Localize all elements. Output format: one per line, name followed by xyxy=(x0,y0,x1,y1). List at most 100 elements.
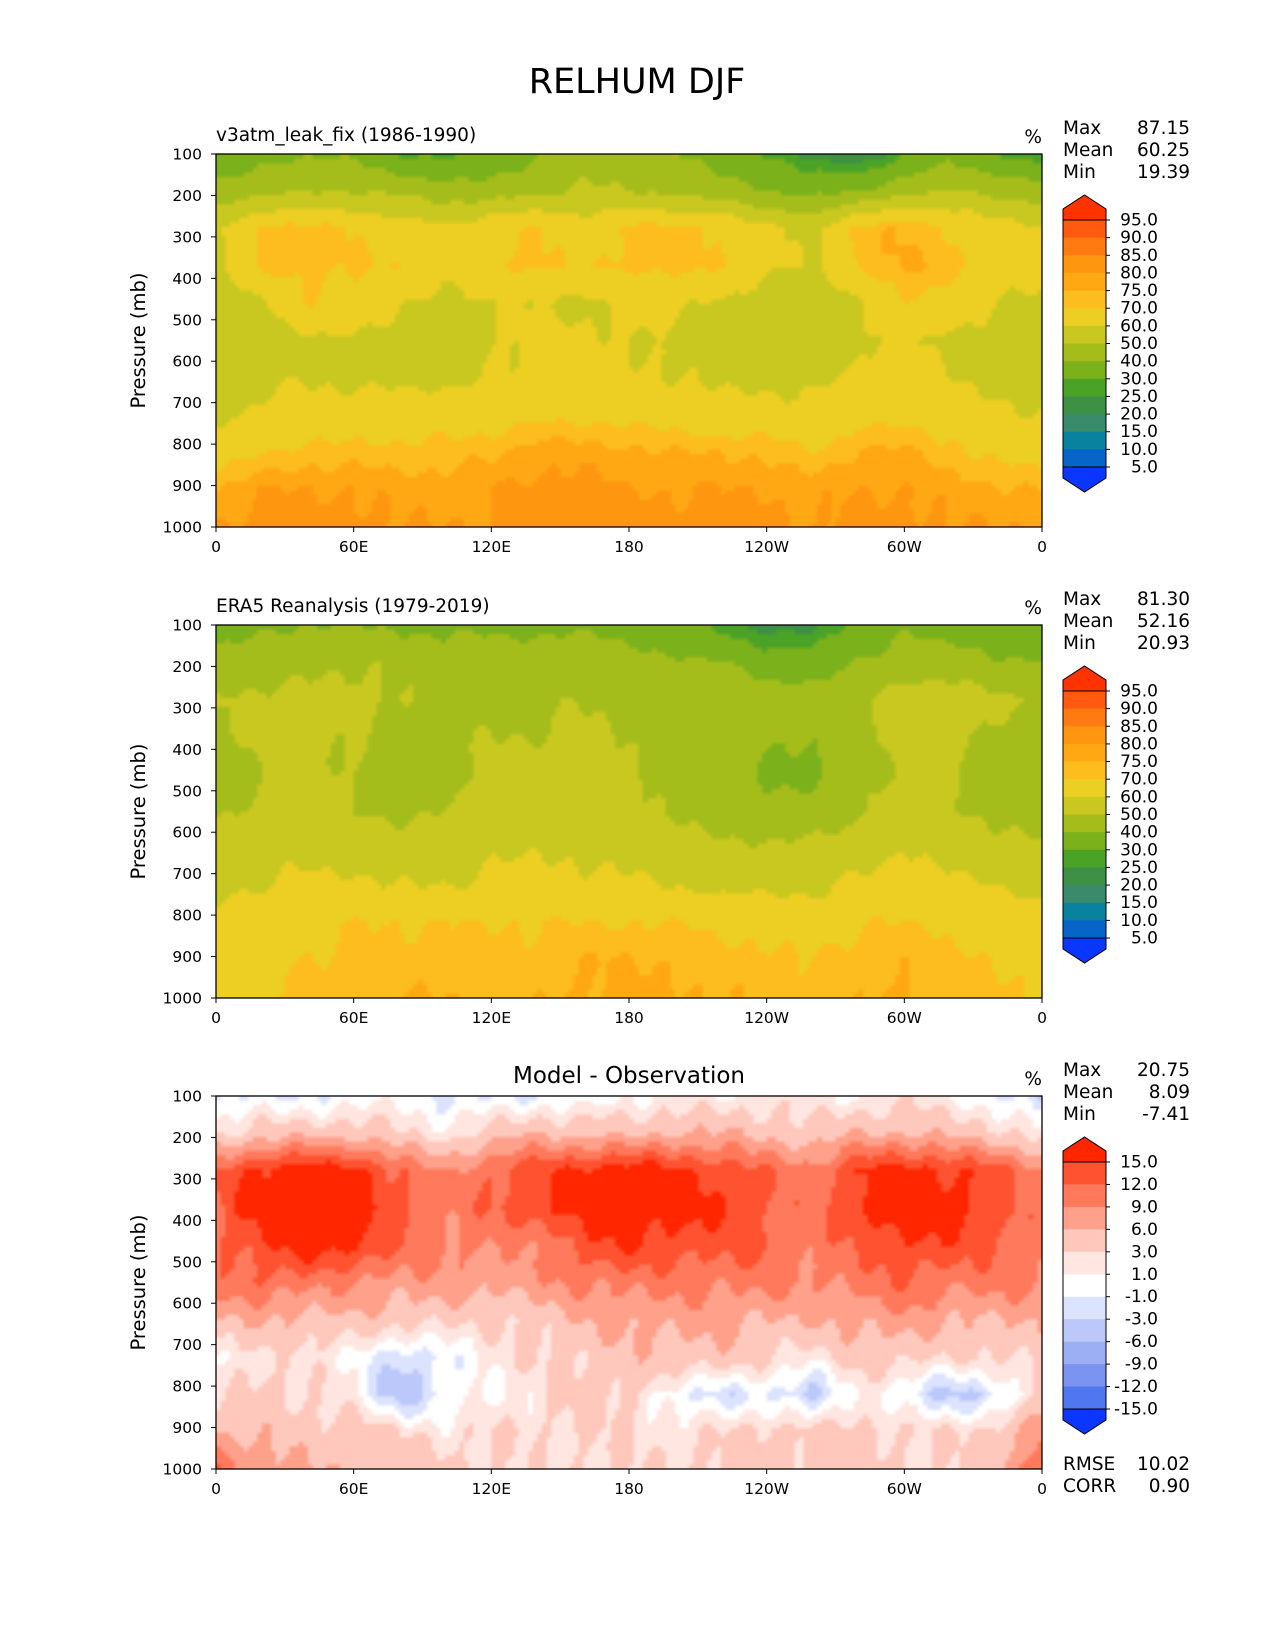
xtick-label: 180 xyxy=(614,1480,644,1498)
colorbar-swatch xyxy=(1063,849,1106,869)
colorbar-swatch xyxy=(1063,290,1106,309)
units-label: % xyxy=(1024,127,1042,148)
stat-value: 60.25 xyxy=(1137,140,1190,161)
colorbar-label: 25.0 xyxy=(1120,858,1158,878)
colorbar-label: 70.0 xyxy=(1120,299,1158,319)
colorbar: 15.012.09.0 6.03.0 1.0-1.0 -3.0-6.0 -9.0-12.… xyxy=(1062,1136,1158,1435)
ytick-label: 700 xyxy=(172,394,202,412)
colorbar-swatch xyxy=(1063,431,1106,450)
ytick-label: 200 xyxy=(172,658,202,676)
colorbar-top-extend xyxy=(1062,194,1107,221)
colorbar-label: 85.0 xyxy=(1120,246,1158,266)
stat-value: 19.39 xyxy=(1137,162,1190,183)
colorbar-label: 60.0 xyxy=(1120,787,1158,807)
colorbar-frame xyxy=(1062,1161,1107,1410)
colorbar-label: 30.0 xyxy=(1120,840,1158,860)
colorbar-swatch xyxy=(1063,237,1106,256)
colorbar-label: -3.0 xyxy=(1125,1310,1158,1330)
colorbar-swatch xyxy=(1063,1274,1106,1298)
colorbar-bottom-extend xyxy=(1062,466,1107,493)
colorbar-label: 60.0 xyxy=(1120,316,1158,336)
stat-value: 87.15 xyxy=(1137,118,1190,139)
ytick-label: 1000 xyxy=(163,990,202,1008)
colorbar-label: -12.0 xyxy=(1114,1377,1158,1397)
units-label: % xyxy=(1024,1069,1042,1090)
stat-value: 20.75 xyxy=(1137,1060,1190,1081)
stat-value: 81.30 xyxy=(1137,589,1190,610)
colorbar-swatch xyxy=(1063,378,1106,398)
colorbar-swatch xyxy=(1063,361,1106,380)
colorbar-label: 40.0 xyxy=(1120,823,1158,843)
panel-title: v3atm_leak_fix (1986-1990) xyxy=(216,125,476,146)
colorbar: 95.090.085.080.075.070.060.050.040.030.0… xyxy=(1062,194,1158,493)
xtick-label: 120W xyxy=(744,1480,789,1498)
ytick-label: 300 xyxy=(172,699,202,717)
ytick-label: 800 xyxy=(172,907,202,925)
colorbar-swatch xyxy=(1063,272,1106,292)
units-label: % xyxy=(1024,598,1042,619)
ytick-label: 900 xyxy=(172,477,202,495)
colorbar-label: 10.0 xyxy=(1120,440,1158,460)
xtick-label: 0 xyxy=(211,538,221,556)
ytick-label: 700 xyxy=(172,1336,202,1354)
xtick-label: 120E xyxy=(472,538,511,556)
colorbar-label: -1.0 xyxy=(1125,1287,1158,1307)
stat-value: 8.09 xyxy=(1149,1082,1190,1103)
colorbar-swatch xyxy=(1063,796,1106,816)
xtick-label: 60E xyxy=(339,538,369,556)
colorbar-top-extend xyxy=(1062,665,1107,692)
stat-value: 52.16 xyxy=(1137,611,1190,632)
stat-label: CORR xyxy=(1063,1476,1116,1497)
ytick-label: 700 xyxy=(172,865,202,883)
ytick-label: 800 xyxy=(172,1378,202,1396)
colorbar-bottom-extend xyxy=(1062,937,1107,964)
colorbar-swatch xyxy=(1063,832,1106,851)
xtick-label: 120W xyxy=(744,1009,789,1027)
colorbar-label: 90.0 xyxy=(1120,699,1158,719)
xtick-label: 0 xyxy=(211,1480,221,1498)
xtick-label: 180 xyxy=(614,1009,644,1027)
colorbar-swatch xyxy=(1063,1206,1106,1230)
colorbar-label: -15.0 xyxy=(1114,1400,1158,1420)
ytick-label: 900 xyxy=(172,948,202,966)
panel-title: ERA5 Reanalysis (1979-2019) xyxy=(216,596,490,617)
ytick-label: 600 xyxy=(172,1295,202,1313)
y-axis-label: Pressure (mb) xyxy=(127,743,150,879)
y-axis-label: Pressure (mb) xyxy=(127,272,150,408)
stat-value: -7.41 xyxy=(1142,1104,1190,1125)
colorbar-swatch xyxy=(1063,920,1106,939)
stat-value: 0.90 xyxy=(1149,1476,1190,1497)
ytick-label: 400 xyxy=(172,1212,202,1230)
stat-label: Mean xyxy=(1063,1082,1113,1103)
colorbar-label: 80.0 xyxy=(1120,263,1158,283)
colorbar-swatch xyxy=(1063,325,1106,345)
colorbar-label: 80.0 xyxy=(1120,734,1158,754)
colorbar-label: 3.0 xyxy=(1131,1242,1158,1262)
ytick-label: 1000 xyxy=(163,519,202,537)
colorbar-label: 30.0 xyxy=(1120,369,1158,389)
colorbar-label: 12.0 xyxy=(1120,1175,1158,1195)
stat-value: 10.02 xyxy=(1137,1454,1190,1475)
y-axis-label: Pressure (mb) xyxy=(127,1214,150,1350)
colorbar: 95.090.085.080.075.070.060.050.040.030.0… xyxy=(1062,665,1158,964)
colorbar-swatch xyxy=(1063,1251,1106,1275)
xtick-label: 60W xyxy=(887,538,922,556)
ytick-label: 200 xyxy=(172,1129,202,1147)
xtick-label: 60E xyxy=(339,1009,369,1027)
ytick-label: 200 xyxy=(172,187,202,205)
colorbar-label: 15.0 xyxy=(1120,422,1158,442)
colorbar-label: 5.0 xyxy=(1131,929,1158,949)
colorbar-label: -9.0 xyxy=(1125,1355,1158,1375)
colorbar-label: 6.0 xyxy=(1131,1220,1158,1240)
stat-label: Min xyxy=(1063,1104,1096,1125)
colorbar-label: -6.0 xyxy=(1125,1332,1158,1352)
stat-label: Max xyxy=(1063,589,1101,610)
colorbar-label: 85.0 xyxy=(1120,717,1158,737)
colorbar-swatch xyxy=(1063,743,1106,763)
colorbar-bottom-extend xyxy=(1062,1408,1107,1435)
colorbar-label: 95.0 xyxy=(1120,682,1158,702)
colorbar-label: 75.0 xyxy=(1120,752,1158,772)
colorbar-swatch xyxy=(1063,691,1106,710)
xtick-label: 0 xyxy=(1037,1009,1047,1027)
ytick-label: 100 xyxy=(172,1088,202,1106)
